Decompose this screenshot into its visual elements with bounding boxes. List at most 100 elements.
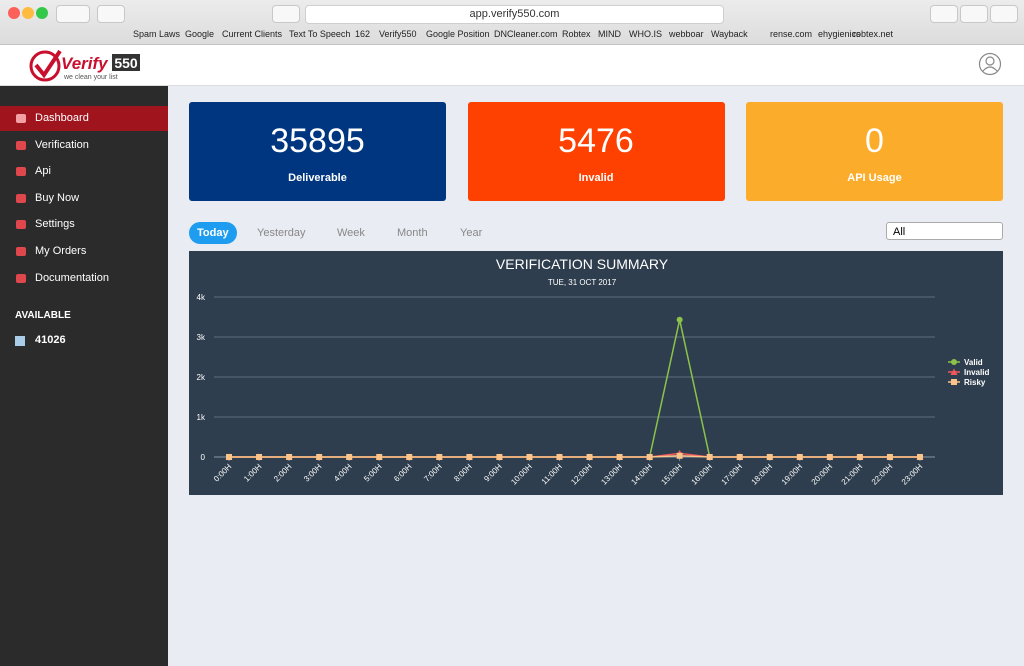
x-tick-label: 15:00H (659, 462, 684, 487)
bookmark[interactable]: MIND (598, 29, 621, 39)
bookmark[interactable]: robtex.net (853, 29, 894, 39)
y-tick-label: 2k (197, 373, 206, 382)
nav-icon (16, 140, 26, 150)
bookmark[interactable]: rense.com (770, 29, 813, 39)
logo-box (112, 54, 140, 71)
filter-select[interactable]: All (886, 222, 1003, 240)
bookmark[interactable]: Google Position (426, 29, 490, 39)
available-label: AVAILABLE (15, 310, 71, 321)
user-avatar[interactable] (978, 52, 1002, 76)
nav-item[interactable]: Buy Now (0, 186, 168, 211)
x-tick-label: 18:00H (750, 462, 775, 487)
nav-item[interactable]: Documentation (0, 266, 168, 291)
data-point (436, 454, 443, 460)
data-point (676, 452, 683, 459)
close-button[interactable] (8, 7, 20, 19)
bookmark[interactable]: webboar (669, 29, 704, 39)
series-line (229, 319, 920, 458)
x-tick-label: 1:00H (242, 462, 264, 484)
bookmark[interactable]: Spam Laws (133, 29, 181, 39)
x-tick-label: 13:00H (599, 462, 624, 487)
data-point (376, 454, 383, 460)
downloads-button[interactable] (930, 5, 958, 23)
bookmark[interactable]: Google (185, 29, 215, 39)
reader-button[interactable] (272, 5, 300, 23)
address-bar[interactable]: app.verify550.com (305, 5, 724, 24)
period-tab[interactable]: Week (337, 227, 365, 239)
x-tick-label: 3:00H (302, 462, 324, 484)
stat-card: 0 API Usage (746, 102, 1003, 201)
available-value: 41026 (35, 334, 66, 346)
legend-label[interactable]: Invalid (964, 368, 989, 377)
bookmark[interactable]: Robtex (562, 29, 591, 39)
nav-item[interactable]: Dashboard (0, 106, 168, 131)
bookmark[interactable]: 162 (355, 29, 371, 39)
data-point (496, 454, 503, 460)
data-point (886, 454, 893, 460)
zoom-button[interactable] (36, 7, 48, 19)
period-tab[interactable]: Month (397, 227, 428, 239)
nav-item[interactable]: My Orders (0, 239, 168, 264)
logo-number: 550 (114, 55, 138, 71)
sidebar-button[interactable] (97, 5, 125, 23)
bookmark[interactable]: Text To Speech (289, 29, 351, 39)
nav-icon (16, 167, 26, 177)
nav-label: Dashboard (35, 112, 89, 124)
nav-icon (16, 114, 26, 123)
data-point (826, 454, 833, 460)
x-tick-label: 21:00H (840, 462, 865, 487)
legend-marker (951, 379, 957, 385)
minimize-button[interactable] (22, 7, 34, 19)
data-point (586, 454, 593, 460)
x-tick-label: 11:00H (540, 462, 564, 486)
x-tick-label: 10:00H (509, 462, 534, 487)
logo-check (34, 49, 62, 79)
bookmark[interactable]: Current Clients (222, 29, 283, 39)
data-point (856, 454, 863, 460)
bookmark[interactable]: Verify550 (379, 29, 417, 39)
logo[interactable]: Verify 550 we clean your list (28, 48, 148, 84)
nav-item[interactable]: Verification (0, 133, 168, 158)
nav-label: Settings (35, 218, 75, 231)
data-point (256, 454, 263, 460)
legend-label[interactable]: Risky (964, 378, 986, 387)
period-tab[interactable]: Today (189, 222, 237, 244)
back-forward[interactable] (56, 5, 90, 23)
x-tick-label: 7:00H (422, 462, 444, 484)
bookmark[interactable]: DNCleaner.com (494, 29, 558, 39)
legend-label[interactable]: Valid (964, 358, 983, 367)
stat-value: 35895 (270, 122, 365, 160)
stat-label: Deliverable (288, 172, 347, 184)
nav-item[interactable]: Settings (0, 212, 168, 237)
x-tick-label: 8:00H (452, 462, 474, 484)
stat-label: API Usage (847, 172, 902, 184)
bookmark[interactable]: WHO.IS (629, 29, 662, 39)
data-point (346, 454, 353, 460)
data-point (796, 454, 803, 460)
nav-icon (16, 193, 26, 203)
stat-value: 0 (865, 122, 884, 160)
period-tab[interactable]: Yesterday (257, 227, 306, 239)
logo-name: Verify (61, 54, 109, 73)
chart-subtitle: TUE, 31 OCT 2017 (548, 278, 617, 287)
nav-item[interactable]: Api (0, 159, 168, 184)
x-tick-label: 5:00H (362, 462, 384, 484)
nav-icon (16, 247, 26, 256)
sidebar: AVAILABLE 41026 Dashboard Verification Api… (0, 86, 168, 666)
stat-value: 5476 (558, 122, 634, 160)
nav-label: Api (35, 165, 51, 178)
data-point (916, 454, 923, 460)
period-tab[interactable]: Year (460, 227, 483, 239)
series-line (229, 455, 920, 458)
share-button[interactable] (960, 5, 988, 23)
nav-icon (16, 220, 26, 230)
y-tick-label: 1k (197, 413, 206, 422)
x-tick-label: 9:00H (482, 462, 504, 484)
x-tick-label: 14:00H (629, 462, 654, 487)
bookmark[interactable]: Wayback (711, 29, 748, 39)
stat-label: Invalid (578, 172, 614, 184)
x-tick-label: 23:00H (900, 462, 925, 487)
bookmark[interactable]: ehygienics (818, 29, 861, 39)
tabs-button[interactable] (990, 5, 1018, 23)
